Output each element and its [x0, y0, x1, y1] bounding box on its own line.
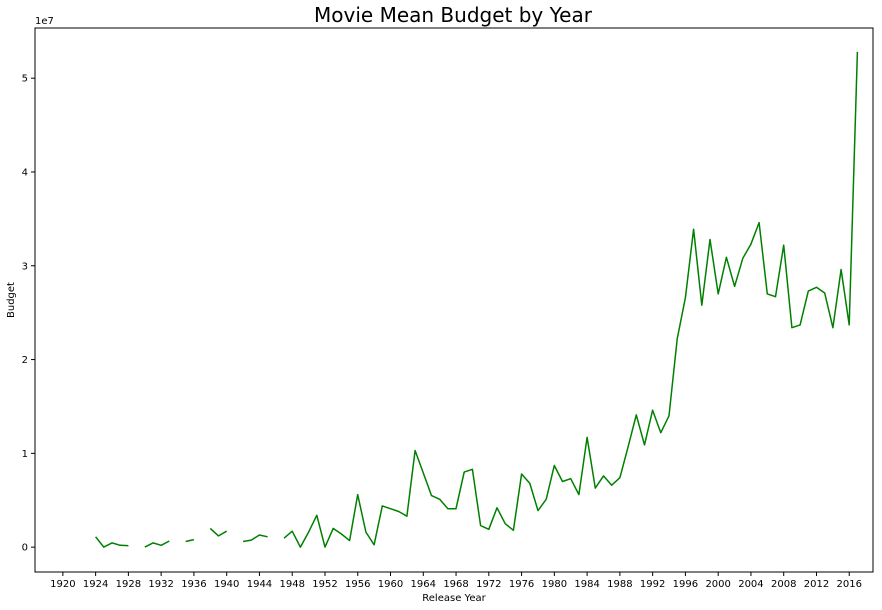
y-tick-label: 4: [22, 167, 28, 178]
x-tick-label: 1964: [411, 579, 436, 590]
x-tick-label: 1948: [279, 579, 304, 590]
x-tick-label: 1920: [50, 579, 75, 590]
x-tick-label: 1928: [116, 579, 141, 590]
x-tick-label: 1940: [214, 579, 239, 590]
x-tick-label: 1968: [443, 579, 468, 590]
y-tick-label: 1: [22, 449, 28, 460]
x-tick-label: 1952: [312, 579, 337, 590]
series-line-segment: [283, 51, 859, 548]
series-line-segment: [209, 527, 228, 537]
series-line-segment: [144, 540, 170, 548]
x-tick-label: 2004: [738, 579, 763, 590]
x-tick-label: 2000: [705, 579, 730, 590]
x-tick-label: 1976: [509, 579, 534, 590]
x-tick-label: 1992: [640, 579, 665, 590]
x-axis-title: Release Year: [422, 593, 486, 604]
y-axis-offset-label: 1e7: [35, 16, 54, 27]
plot-frame: [34, 27, 874, 573]
series-line-segment: [242, 534, 268, 543]
series-line-segment: [95, 536, 129, 548]
x-tick-label: 1924: [83, 579, 108, 590]
x-tick-label: 2016: [837, 579, 862, 590]
y-tick-label: 3: [22, 261, 28, 272]
x-axis: 1920 1924 1928 1932 1936 1940 1944 1948 1952 1956…: [50, 572, 862, 590]
x-tick-label: 1944: [247, 579, 272, 590]
y-tick-label: 5: [22, 74, 28, 85]
x-tick-label: 1996: [673, 579, 698, 590]
y-axis-title: Budget: [6, 282, 17, 318]
x-tick-label: 1960: [378, 579, 403, 590]
y-tick-label: 0: [22, 543, 28, 554]
x-tick-label: 2008: [771, 579, 796, 590]
x-tick-label: 1984: [574, 579, 599, 590]
chart-title: Movie Mean Budget by Year: [314, 3, 593, 27]
x-tick-label: 1932: [148, 579, 173, 590]
x-tick-label: 1936: [181, 579, 206, 590]
x-tick-label: 1988: [607, 579, 632, 590]
series-line-segment: [185, 538, 195, 543]
plot-area: [95, 51, 859, 548]
x-tick-label: 2012: [804, 579, 829, 590]
x-tick-label: 1972: [476, 579, 501, 590]
y-tick-label: 2: [22, 355, 28, 366]
x-tick-label: 1980: [542, 579, 567, 590]
x-tick-label: 1956: [345, 579, 370, 590]
y-axis: 0 1 2 3 4 5: [22, 74, 35, 554]
